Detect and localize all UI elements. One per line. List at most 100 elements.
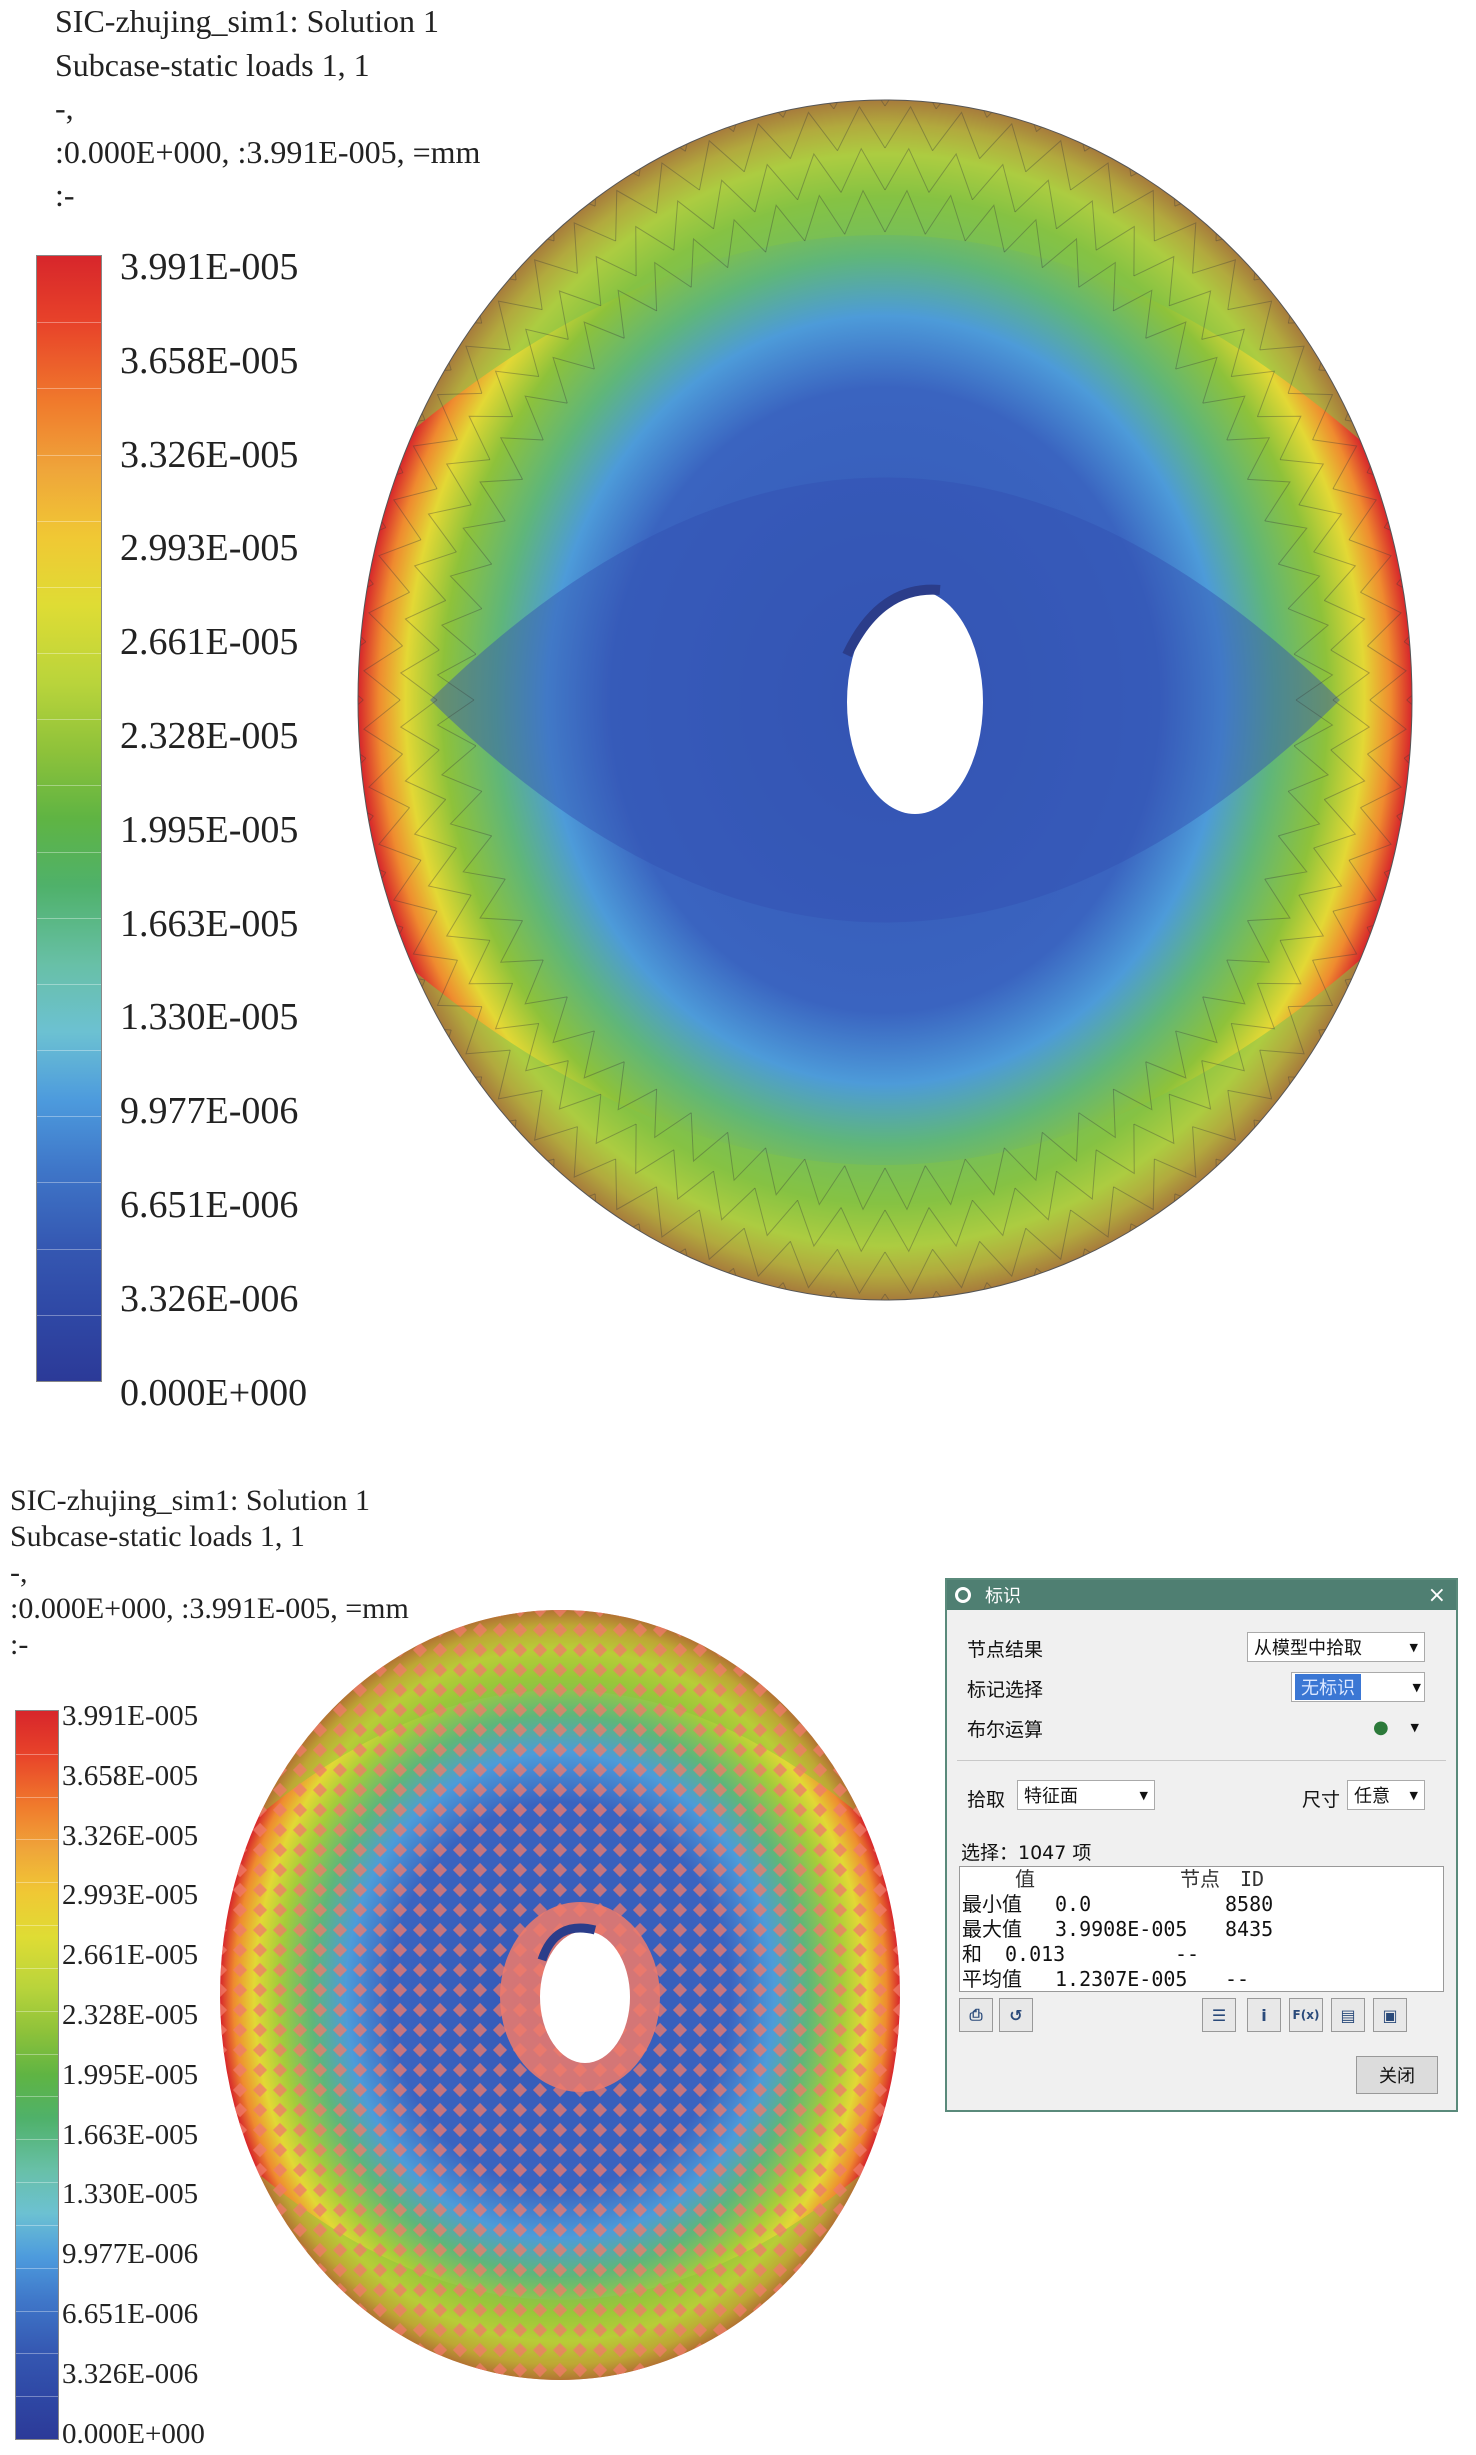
plot2-title: SIC-zhujing_sim1: Solution 1 xyxy=(10,1484,371,1517)
mesh-element xyxy=(534,1090,578,1141)
mesh-element xyxy=(928,1200,973,1248)
legend-band-divider xyxy=(37,1050,101,1052)
export-icon[interactable]: ⎙ xyxy=(959,1998,993,2032)
mesh-element xyxy=(727,1132,767,1182)
mesh-element xyxy=(1192,1090,1236,1141)
mesh-element xyxy=(1201,1023,1245,1072)
result-row-node: -- xyxy=(1175,1942,1200,1966)
mesh-element xyxy=(655,1186,700,1238)
reset-icon[interactable]: ↺ xyxy=(999,1998,1033,2032)
legend-band-divider xyxy=(16,2139,58,2141)
mesh-element xyxy=(804,194,846,242)
node-result-select[interactable]: 从模型中拾取 ▼ xyxy=(1247,1632,1425,1662)
mesh-element xyxy=(499,437,544,480)
mesh-element xyxy=(1003,1132,1043,1182)
plot1-subcase: Subcase-static loads 1, 1 xyxy=(55,46,370,83)
mesh-element xyxy=(1293,699,1334,747)
mesh-element xyxy=(1056,1149,1097,1200)
info-icon[interactable]: i xyxy=(1247,1998,1281,2032)
node-result-label: 节点结果 xyxy=(967,1639,1044,1661)
mesh-element xyxy=(713,179,756,229)
gear-icon xyxy=(955,1587,971,1603)
list-icon[interactable]: ☰ xyxy=(1202,1998,1236,2032)
mesh-element xyxy=(1330,699,1371,751)
legend-band-divider xyxy=(16,1882,58,1884)
mesh-element xyxy=(1287,608,1330,655)
mesh-element xyxy=(552,356,595,404)
mesh-element xyxy=(615,189,657,242)
mesh-element xyxy=(1332,859,1378,912)
results-list[interactable]: 值 节点 ID 最小值 0.0 8580 最大值 3.9908E-005 843… xyxy=(959,1866,1444,1992)
mesh-element xyxy=(1247,878,1291,922)
mesh-element xyxy=(1298,847,1343,896)
legend-band-divider xyxy=(37,454,101,456)
legend-tick-label: 2.993E-005 xyxy=(120,527,299,570)
mesh-element xyxy=(964,1147,1005,1196)
bool-operation-select[interactable]: ● ▼ xyxy=(1367,1712,1425,1742)
fx-icon[interactable]: F(x) xyxy=(1289,1998,1323,2032)
legend-tick-label: 3.991E-005 xyxy=(120,246,299,288)
mesh-element xyxy=(673,1149,714,1200)
mesh-element xyxy=(378,807,422,861)
legend-band-divider xyxy=(37,785,101,787)
mesh-element xyxy=(1227,1050,1273,1100)
mesh-element xyxy=(524,959,568,1005)
mark-select-select[interactable]: 无标识 ▼ xyxy=(1291,1672,1425,1702)
mesh-element xyxy=(1202,395,1246,441)
legend-tick-label: 1.995E-005 xyxy=(120,808,299,851)
mesh-element xyxy=(468,940,513,985)
mesh-element xyxy=(1192,259,1236,310)
chevron-down-icon: ▼ xyxy=(1139,1788,1148,1802)
mesh-element xyxy=(595,255,637,306)
window-icon[interactable]: ▣ xyxy=(1373,1998,1407,2032)
result-row-node: 8435 xyxy=(1225,1917,1274,1941)
result-row-value: 0.0 xyxy=(1055,1892,1092,1916)
size-select[interactable]: 任意 ▼ xyxy=(1347,1780,1425,1810)
mesh-element xyxy=(1070,162,1115,214)
mesh-element xyxy=(884,1249,933,1295)
mesh-element xyxy=(765,1147,806,1196)
pick-select[interactable]: 特征面 ▼ xyxy=(1017,1780,1155,1810)
close-icon[interactable]: × xyxy=(1427,1582,1446,1608)
plot1-color-legend xyxy=(36,255,102,1382)
mesh-element xyxy=(1226,920,1271,963)
close-button[interactable]: 关闭 xyxy=(1356,2056,1438,2094)
mesh-element xyxy=(690,237,729,288)
mesh-element xyxy=(964,204,1005,253)
chevron-down-icon: ▼ xyxy=(1412,1680,1421,1694)
mesh-element xyxy=(1293,653,1334,701)
mesh-element xyxy=(1113,289,1153,339)
mesh-element xyxy=(924,194,966,242)
legend-tick-label: 1.663E-005 xyxy=(120,902,299,945)
chevron-down-icon: ▼ xyxy=(1409,1640,1418,1654)
mesh-element xyxy=(972,1187,1016,1237)
mesh-element xyxy=(404,600,446,651)
mesh-element xyxy=(1133,1094,1175,1145)
mesh-element xyxy=(392,488,438,541)
mesh-element xyxy=(499,920,544,963)
mesh-element xyxy=(427,847,472,896)
mesh-element xyxy=(412,439,458,490)
mesh-element xyxy=(979,122,1027,172)
legend-tick-label: 3.658E-005 xyxy=(120,339,299,382)
legend-tick-label: 9.977E-006 xyxy=(120,1090,299,1133)
legend-band-divider xyxy=(16,2310,58,2312)
result-row-value: 0.013 xyxy=(1005,1942,1066,1966)
mesh-element xyxy=(924,1158,966,1206)
mesh-element xyxy=(884,147,930,193)
mesh-element xyxy=(1113,189,1155,242)
legend-band-divider xyxy=(37,917,101,919)
legend-band-divider xyxy=(37,653,101,655)
selection-count-text: 选择：1047 项 xyxy=(961,1842,1092,1864)
plot1-title: SIC-zhujing_sim1: Solution 1 xyxy=(55,3,440,39)
mesh-element xyxy=(436,960,482,1008)
col-id-header: ID xyxy=(1240,1867,1265,1891)
mesh-element xyxy=(1360,591,1402,647)
document-icon[interactable]: ▤ xyxy=(1331,1998,1365,2032)
mesh-element xyxy=(368,591,410,647)
mesh-element xyxy=(884,1165,926,1211)
mesh-element xyxy=(1288,392,1334,440)
mesh-element xyxy=(1287,745,1330,792)
mesh-element xyxy=(1280,894,1325,941)
legend-band-divider xyxy=(37,1182,101,1184)
